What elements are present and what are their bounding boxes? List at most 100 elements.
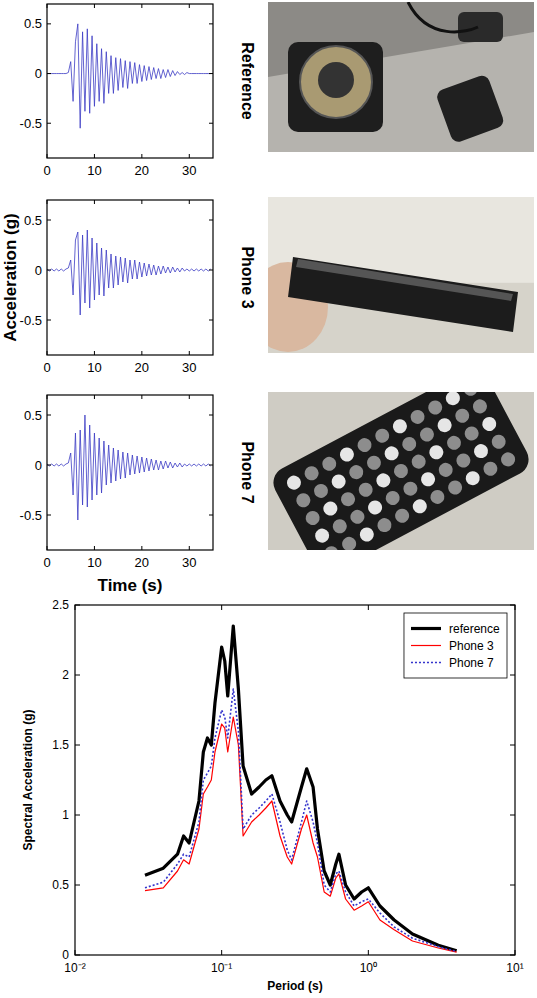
y-tick [75,745,80,746]
y-tick [209,73,213,74]
photo-hole [481,459,500,478]
y-tick [209,320,213,321]
photo-hole [284,473,303,492]
data-group [47,415,211,520]
plot-frame [47,4,213,158]
x-tick [141,200,142,204]
y-tick-label: 2 [62,668,69,682]
photo-hole [337,445,356,464]
spectrum-line [145,717,457,952]
photo-hole [410,497,429,516]
x-tick-label: 10¹ [506,961,523,975]
y-axis-title: Spectral Acceleration (g) [21,710,35,851]
photo-hole [390,417,409,436]
photo-hole [408,407,427,426]
photo-hole [322,544,341,550]
photo-sensor [300,46,372,118]
photo-hole [428,487,447,506]
photo-hole [462,424,481,443]
x-tick-label: 10 [87,555,101,570]
y-tick-label: 1.5 [52,738,69,752]
photo-phone [288,257,518,332]
y-tick-label: 0 [35,458,42,473]
photo-device [435,73,505,143]
x-tick [189,395,190,399]
photo-hole [461,392,480,398]
x-tick [189,154,190,158]
photo-block [288,42,383,132]
photo-hole [302,464,321,483]
photo-hole [348,507,367,526]
photo-hole [366,498,385,517]
plot-frame [47,200,213,355]
plot-bg [47,395,213,550]
x-tick-label: 0 [43,163,50,178]
y-tick-label: -0.5 [20,313,42,328]
y-tick [510,815,515,816]
data-group [47,230,211,315]
photo-phone-edge [296,259,513,301]
photo-hole [470,397,489,416]
panel-title: Phone 3 [239,246,256,308]
y-tick [209,415,213,416]
photo-hole [409,452,428,471]
waveform [47,24,211,128]
spectrum-line [145,689,457,952]
photo-hole [330,517,349,536]
y-tick [209,270,213,271]
y-tick [209,23,213,24]
photo-hole [480,415,499,434]
x-tick-label: 10⁰ [360,961,377,975]
x-tick [221,605,222,610]
x-tick [189,200,190,204]
x-tick-label: 20 [135,360,149,375]
x-tick-label: 30 [182,555,196,570]
x-tick [94,154,95,158]
x-tick [94,395,95,399]
legend-box [404,613,507,678]
data-group [47,24,211,128]
y-tick-label: 2.5 [52,598,69,612]
x-tick [368,605,369,610]
photo-hole [453,406,472,425]
plot-bg [47,4,213,158]
y-tick [209,123,213,124]
x-tick-label: 30 [182,163,196,178]
legend: reference Phone 3 Phone 7 [404,613,507,678]
photo-hole [393,506,412,525]
x-tick [94,351,95,355]
legend-swatch [411,645,441,646]
photo-hole [375,516,394,535]
y-tick-label: -0.5 [20,116,42,131]
photo-hole [320,454,339,473]
photo-bolt [318,62,354,98]
x-tick [189,351,190,355]
x-tick-label: 0 [43,360,50,375]
photo-hole [374,471,393,490]
y-tick [75,815,80,816]
photo-hole [321,499,340,518]
legend-label: Phone 3 [449,639,494,653]
legend-label: reference [449,622,500,636]
photo [268,2,534,152]
photo-hole [383,489,402,508]
x-axis-title: Period (s) [267,979,322,993]
photo [268,392,534,550]
y-tick [75,675,80,676]
plot-frame [75,605,515,955]
legend-label: Phone 7 [449,656,494,670]
plot-bg [75,605,515,955]
photo-hole [329,472,348,491]
x-tick [94,200,95,204]
x-tick [141,395,142,399]
y-tick-label: 0.5 [24,16,42,31]
time-panel: 0102030-0.500.5Reference [20,4,256,178]
y-tick [510,745,515,746]
photo-hole [340,534,359,550]
photo-hole [427,443,446,462]
y-tick-label: 0.5 [24,213,42,228]
x-tick-label: 0 [43,555,50,570]
y-tick [209,465,213,466]
waveform [47,230,211,315]
time-panel: 0102030-0.500.5Phone 3Acceleration (g) [1,200,256,375]
